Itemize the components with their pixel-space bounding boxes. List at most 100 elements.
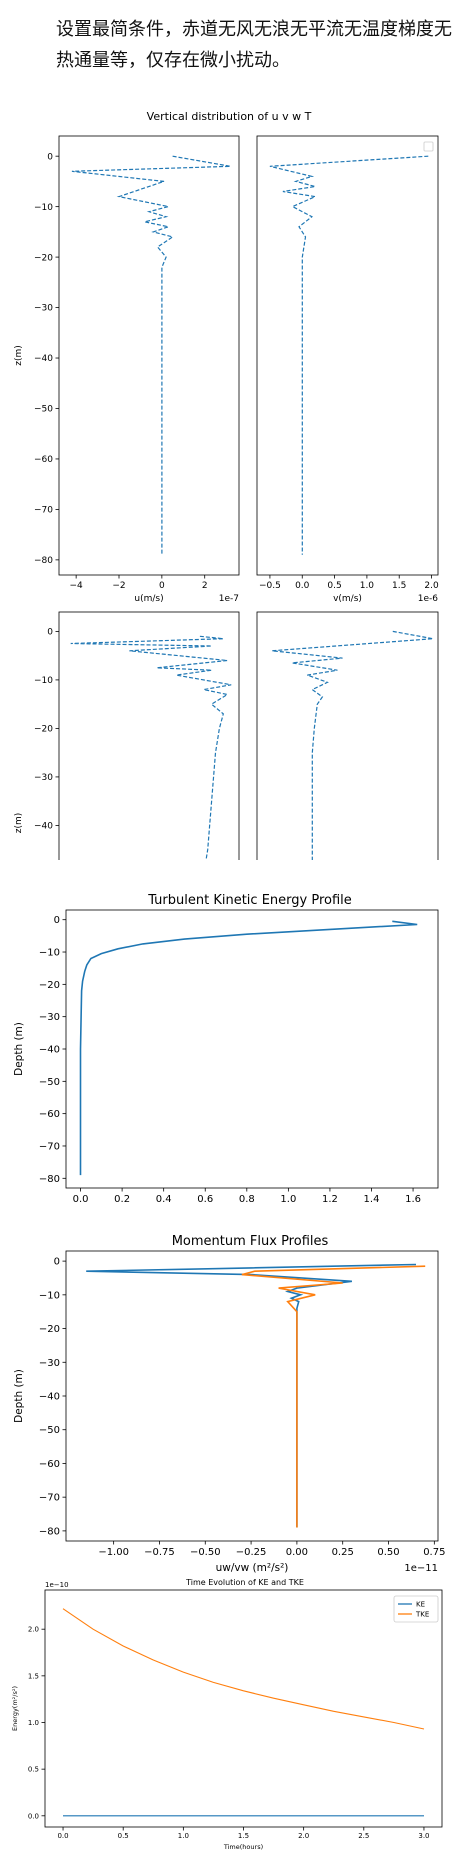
x-tick-label: −1.00 bbox=[98, 1547, 129, 1558]
x-tick-label: 0.0 bbox=[295, 581, 310, 591]
y-tick-label: −10 bbox=[39, 948, 60, 959]
y-tick-label: 0 bbox=[54, 915, 60, 926]
x-tick-label: −0.75 bbox=[144, 1547, 175, 1558]
x-tick-label: 2.0 bbox=[424, 581, 439, 591]
plot-frame bbox=[58, 611, 240, 860]
figure-time-evolution: Time Evolution of KE and TKE 0.0 0.5 1.0 1.… bbox=[11, 1578, 443, 1850]
tke-panel: 0.0 0.2 0.4 0.6 0.8 1.0 1.2 1.4 1.6 0 −10 −20 −30 −40… bbox=[13, 909, 439, 1210]
y-tick-label: 1.0 bbox=[28, 1719, 39, 1727]
axis-offset-text: 1e-7 bbox=[219, 594, 239, 604]
legend: KE TKE bbox=[393, 1595, 439, 1623]
x-axis-label: uw/vw (m²/s²) bbox=[216, 1562, 289, 1574]
intro-text: 设置最简条件，赤道无风无浪无平流无温度梯度无热通量等，仅存在微小扰动。 bbox=[56, 19, 452, 71]
y-tick-label: −30 bbox=[34, 773, 53, 783]
y-tick-label: −80 bbox=[39, 1174, 60, 1185]
plot-frame bbox=[65, 909, 439, 1189]
x-tick-label: 2.0 bbox=[298, 1832, 309, 1840]
y-tick-label: 0.0 bbox=[28, 1812, 39, 1820]
y-tick-label: 1.5 bbox=[28, 1672, 39, 1680]
series-line-0 bbox=[71, 155, 231, 555]
series-line-0 bbox=[269, 155, 429, 555]
y-tick-label: 0.5 bbox=[28, 1766, 39, 1774]
series-line-0 bbox=[272, 630, 434, 860]
x-tick-label: 1.2 bbox=[322, 1194, 338, 1205]
x-tick-label: 0.50 bbox=[377, 1547, 399, 1558]
panel-u: −4 −2 0 20−10−20−30−40−50−60−70−80u(m/s)z(m… bbox=[14, 135, 240, 604]
y-tick-label: −50 bbox=[39, 1425, 60, 1436]
x-tick-label: 2.5 bbox=[358, 1832, 369, 1840]
y-tick-label: −30 bbox=[39, 1358, 60, 1369]
y-tick-label: 2.0 bbox=[28, 1626, 39, 1634]
y-axis-label: Depth (m) bbox=[13, 1369, 25, 1423]
y-axis-label: z(m) bbox=[14, 345, 24, 366]
panel-v: −0.5 0.0 0.5 1.0 1.5 2.0 v(m/s) 1e-6 bbox=[256, 135, 439, 604]
figure-title: Time Evolution of KE and TKE bbox=[185, 1578, 304, 1587]
y-tick-label: −20 bbox=[39, 980, 60, 991]
y-tick-label: 0 bbox=[47, 628, 53, 638]
axis-offset-text: 1e−10 bbox=[45, 1581, 69, 1589]
x-tick-label: −0.50 bbox=[190, 1547, 221, 1558]
x-tick-label: 3.0 bbox=[418, 1832, 429, 1840]
y-tick-label: −50 bbox=[39, 1077, 60, 1088]
figure-title: Turbulent Kinetic Energy Profile bbox=[147, 893, 352, 908]
panel-w: −3−2−1010−10−20−30−40−50−60−70−80w(m/s)z… bbox=[14, 611, 240, 860]
x-tick-label: 1.0 bbox=[178, 1832, 189, 1840]
y-tick-label: −10 bbox=[39, 1290, 60, 1301]
x-tick-label: 0.75 bbox=[423, 1547, 445, 1558]
y-axis-label: Energy(m²/s²) bbox=[11, 1686, 19, 1731]
panel-t: 0.00.51.0T(K)1e−10+2.9e2 bbox=[256, 611, 439, 860]
y-tick-label: −70 bbox=[34, 506, 53, 516]
y-tick-label: −20 bbox=[34, 253, 53, 263]
y-tick-label: −40 bbox=[34, 354, 53, 364]
x-tick-label: 1.0 bbox=[360, 581, 375, 591]
y-tick-label: −80 bbox=[34, 556, 53, 566]
series-line-0 bbox=[86, 1263, 417, 1528]
x-tick-label: 1.5 bbox=[392, 581, 406, 591]
plot-frame bbox=[256, 611, 439, 860]
x-tick-label: −4 bbox=[70, 581, 84, 591]
x-tick-label: −0.5 bbox=[259, 581, 281, 591]
x-tick-label: 1.0 bbox=[280, 1194, 296, 1205]
x-tick-label: 0.6 bbox=[197, 1194, 213, 1205]
y-tick-label: −10 bbox=[34, 676, 53, 686]
x-tick-label: 0.2 bbox=[114, 1194, 130, 1205]
figure-momentum-flux: Momentum Flux Profiles −1.00 −0.75 −0.50 −0… bbox=[13, 1234, 445, 1574]
x-tick-label: 0.8 bbox=[239, 1194, 255, 1205]
y-tick-label: 0 bbox=[47, 152, 53, 162]
y-tick-label: −40 bbox=[34, 822, 53, 832]
x-axis-label: TKE (m²/s²) bbox=[221, 1209, 281, 1210]
x-tick-label: 2 bbox=[202, 581, 208, 591]
y-tick-label: −70 bbox=[39, 1141, 60, 1152]
x-tick-label: 0.5 bbox=[327, 581, 341, 591]
y-axis-label: z(m) bbox=[14, 813, 24, 834]
y-tick-label: −60 bbox=[39, 1109, 60, 1120]
x-tick-label: −2 bbox=[112, 581, 125, 591]
y-tick-label: −40 bbox=[39, 1392, 60, 1403]
y-tick-label: 0 bbox=[54, 1257, 60, 1268]
x-tick-label: 0.5 bbox=[118, 1832, 129, 1840]
x-tick-label: 1.6 bbox=[405, 1194, 421, 1205]
flux-panel: −1.00 −0.75 −0.50 −0.25 0.00 0.25 0.50 0.75 0 −10… bbox=[13, 1250, 445, 1574]
series-line-tke bbox=[62, 1608, 425, 1730]
y-tick-label: −20 bbox=[39, 1324, 60, 1335]
x-axis-label: v(m/s) bbox=[333, 594, 362, 604]
x-tick-label: 0.4 bbox=[156, 1194, 172, 1205]
x-tick-label: 1.5 bbox=[238, 1832, 249, 1840]
plot-frame bbox=[58, 135, 240, 576]
legend-frame bbox=[393, 1595, 439, 1623]
x-tick-label: 0.00 bbox=[286, 1547, 308, 1558]
x-axis-label: Time(hours) bbox=[223, 1843, 263, 1850]
x-axis-label: u(m/s) bbox=[134, 594, 163, 604]
y-tick-label: −60 bbox=[34, 455, 53, 465]
y-tick-label: −30 bbox=[34, 304, 53, 314]
axis-offset-text: 1e−11 bbox=[404, 1563, 438, 1574]
plot-frame bbox=[65, 1250, 439, 1542]
x-tick-label: 0.0 bbox=[57, 1832, 68, 1840]
y-tick-label: −50 bbox=[34, 405, 53, 415]
legend-label-ke: KE bbox=[416, 1601, 425, 1609]
y-tick-label: −60 bbox=[39, 1459, 60, 1470]
x-tick-label: 0 bbox=[159, 581, 165, 591]
y-tick-label: −10 bbox=[34, 203, 53, 213]
figure-title: Vertical distribution of u v w T bbox=[147, 110, 312, 123]
series-line-0 bbox=[79, 920, 418, 1176]
